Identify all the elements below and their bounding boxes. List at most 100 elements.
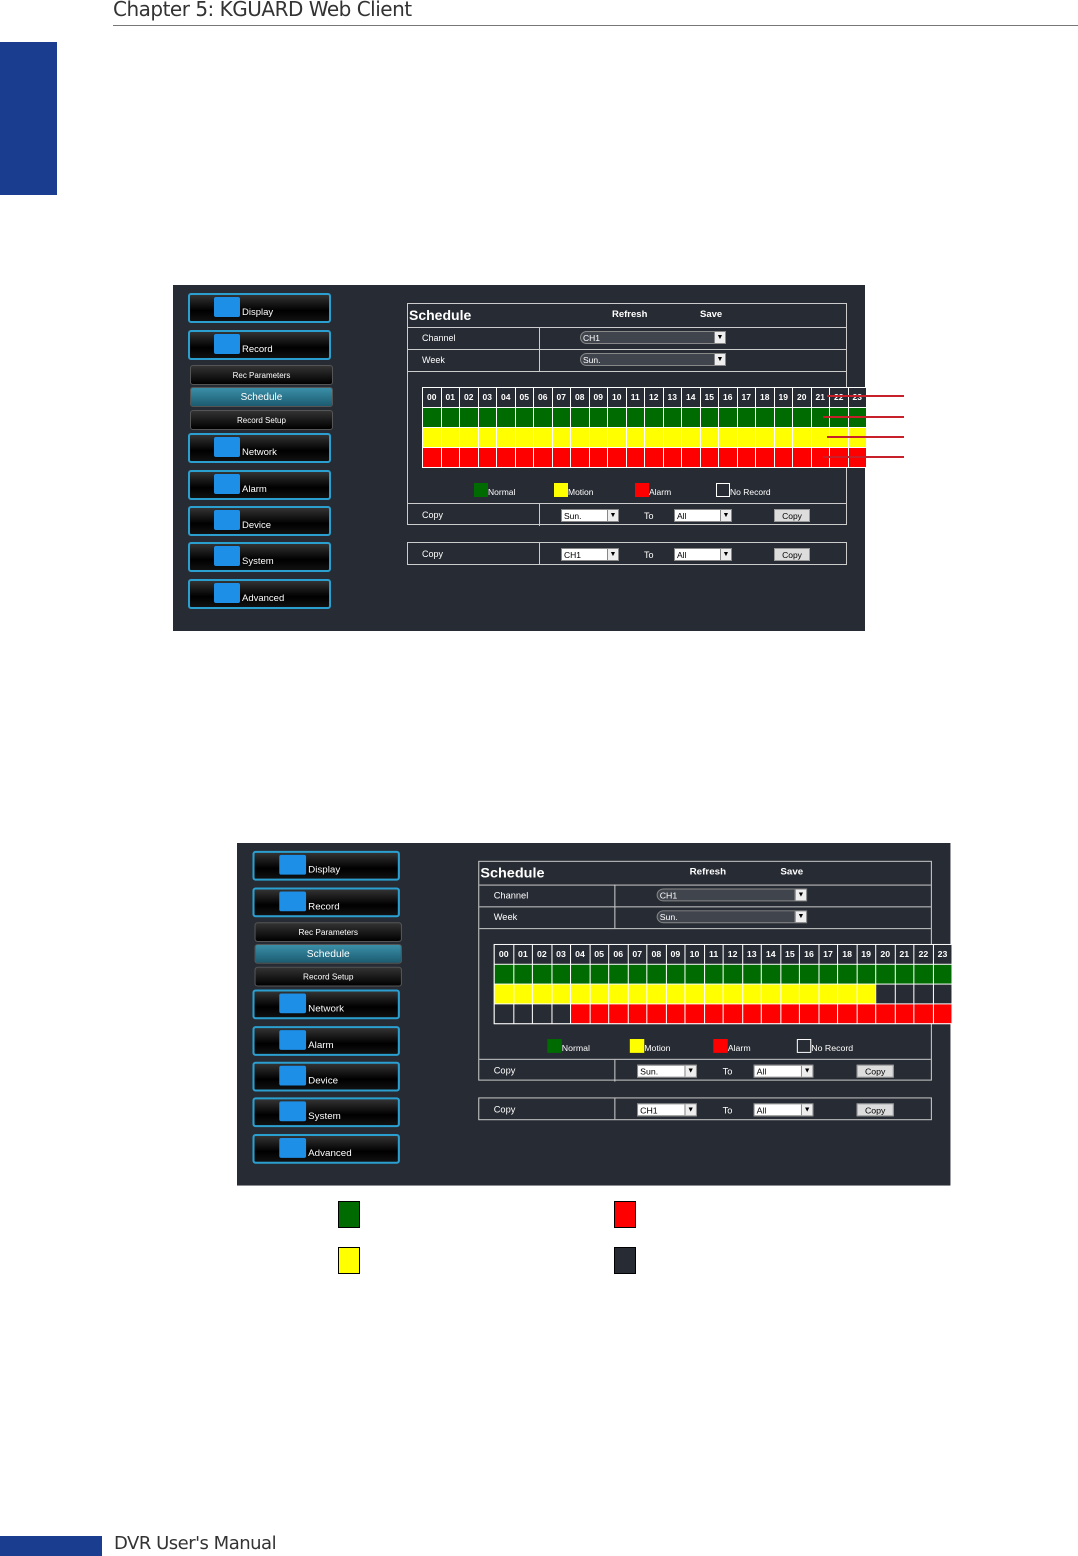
copy-button[interactable]: Copy [774,548,810,561]
menu-device-button[interactable]: Device [188,506,331,536]
schedule-cell-alarm[interactable] [590,1004,609,1024]
copy-to-select[interactable]: All ▼ [753,1103,814,1117]
schedule-cell-motion[interactable] [534,428,552,447]
schedule-cell-alarm[interactable] [609,1004,628,1024]
schedule-cell-motion[interactable] [704,984,723,1004]
schedule-cell-normal[interactable] [647,964,666,984]
schedule-cell-normal[interactable] [423,408,441,427]
schedule-cell-alarm[interactable] [876,1004,895,1024]
schedule-cell-alarm[interactable] [742,1004,761,1024]
menu-advanced-button[interactable]: Advanced [252,1134,400,1164]
schedule-cell-motion[interactable] [628,984,647,1004]
schedule-cell-normal[interactable] [723,964,742,984]
schedule-cell-alarm[interactable] [838,1004,857,1024]
schedule-cell-normal[interactable] [761,964,780,984]
schedule-cell-motion[interactable] [647,984,666,1004]
schedule-cell-alarm[interactable] [441,448,459,467]
schedule-cell-normal[interactable] [742,964,761,984]
schedule-cell-alarm[interactable] [685,1004,704,1024]
schedule-cell-normal[interactable] [780,964,799,984]
schedule-cell-motion[interactable] [818,984,838,1004]
schedule-cell-alarm[interactable] [818,1004,838,1024]
schedule-cell-motion[interactable] [838,984,857,1004]
schedule-cell-alarm[interactable] [571,1004,590,1024]
schedule-cell-normal[interactable] [626,408,644,427]
chevron-down-icon[interactable]: ▼ [720,510,731,521]
schedule-cell-motion[interactable] [719,428,737,447]
schedule-cell-alarm[interactable] [914,1004,933,1024]
copy-to-select[interactable]: All ▼ [753,1064,814,1078]
schedule-cell-normal[interactable] [682,408,700,427]
schedule-cell-alarm[interactable] [460,448,478,467]
chevron-down-icon[interactable]: ▼ [607,510,618,521]
copy-button[interactable]: Copy [856,1064,894,1078]
chevron-down-icon[interactable]: ▼ [714,332,725,343]
schedule-cell-motion[interactable] [723,984,742,1004]
menu-display-button[interactable]: Display [252,850,400,881]
schedule-cell-motion[interactable] [761,984,780,1004]
chevron-down-icon[interactable]: ▼ [800,1065,813,1077]
week-select[interactable]: Sun. ▼ [656,910,808,924]
copy-from-select[interactable]: CH1 ▼ [561,548,619,561]
menu-record-button[interactable]: Record [188,330,331,360]
schedule-cell-alarm[interactable] [423,448,441,467]
channel-select[interactable]: CH1 ▼ [580,331,726,344]
chevron-down-icon[interactable]: ▼ [794,889,807,901]
schedule-cell-motion[interactable] [799,984,818,1004]
schedule-cell-motion[interactable] [497,428,515,447]
schedule-cell-motion[interactable] [571,428,589,447]
schedule-cell-alarm[interactable] [811,448,829,467]
chevron-down-icon[interactable]: ▼ [800,1104,813,1116]
schedule-cell-normal[interactable] [704,964,723,984]
schedule-cell-alarm[interactable] [663,448,681,467]
schedule-cell-alarm[interactable] [666,1004,685,1024]
schedule-cell-motion[interactable] [494,984,513,1004]
schedule-cell-motion[interactable] [532,984,551,1004]
week-select[interactable]: Sun. ▼ [580,353,726,366]
schedule-cell-normal[interactable] [589,408,607,427]
schedule-cell-alarm[interactable] [723,1004,742,1024]
schedule-cell-alarm[interactable] [682,448,700,467]
schedule-cell-motion[interactable] [742,984,761,1004]
schedule-cell-motion[interactable] [895,984,914,1004]
schedule-cell-motion[interactable] [685,984,704,1004]
submenu-rec-parameters[interactable]: Rec Parameters [254,922,402,942]
schedule-cell-alarm[interactable] [532,1004,551,1024]
schedule-cell-alarm[interactable] [552,448,570,467]
menu-system-button[interactable]: System [188,542,331,572]
schedule-cell-motion[interactable] [441,428,459,447]
schedule-cell-motion[interactable] [811,428,829,447]
schedule-cell-normal[interactable] [666,964,685,984]
chevron-down-icon[interactable]: ▼ [720,549,731,560]
copy-to-select[interactable]: All ▼ [674,509,732,522]
schedule-cell-motion[interactable] [608,428,626,447]
submenu-schedule[interactable]: Schedule [190,387,333,407]
chevron-down-icon[interactable]: ▼ [794,911,807,923]
schedule-cell-normal[interactable] [838,964,857,984]
schedule-cell-normal[interactable] [497,408,515,427]
schedule-cell-alarm[interactable] [700,448,718,467]
schedule-cell-normal[interactable] [811,408,829,427]
schedule-cell-alarm[interactable] [857,1004,876,1024]
schedule-cell-normal[interactable] [551,964,571,984]
schedule-cell-normal[interactable] [552,408,570,427]
schedule-cell-normal[interactable] [719,408,737,427]
schedule-cell-alarm[interactable] [737,448,755,467]
schedule-cell-normal[interactable] [513,964,532,984]
schedule-cell-normal[interactable] [645,408,663,427]
schedule-cell-motion[interactable] [515,428,533,447]
schedule-cell-normal[interactable] [478,408,496,427]
menu-alarm-button[interactable]: Alarm [252,1026,400,1056]
schedule-cell-alarm[interactable] [799,1004,818,1024]
schedule-cell-motion[interactable] [552,428,570,447]
schedule-cell-motion[interactable] [780,984,799,1004]
copy-button[interactable]: Copy [856,1103,894,1117]
schedule-cell-normal[interactable] [571,408,589,427]
schedule-cell-alarm[interactable] [756,448,774,467]
schedule-cell-motion[interactable] [700,428,718,447]
chevron-down-icon[interactable]: ▼ [607,549,618,560]
chevron-down-icon[interactable]: ▼ [714,354,725,365]
schedule-cell-motion[interactable] [513,984,532,1004]
schedule-cell-normal[interactable] [608,408,626,427]
schedule-cell-motion[interactable] [682,428,700,447]
